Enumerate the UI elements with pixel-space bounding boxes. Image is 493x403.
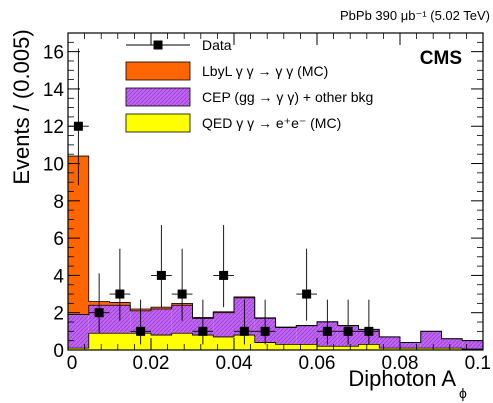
axes: 0 2 4 6 8 10 12 14 16 0 0.02 0.04 0.06 0.08 0.1 [43,32,491,374]
bar-qed-9 [254,342,276,350]
legend-entry-cep: CEP (gg → γ γ) + other bkg [125,87,373,107]
data-marker-12 [343,326,353,336]
legend-swatch-lbyl [125,61,191,81]
bar-lbyl-4 [151,307,172,309]
data-point-8 [234,299,255,345]
data-point-3 [130,299,151,345]
luminosity-label: PbPb 390 μb⁻¹ (5.02 TeV) [340,8,490,23]
x-tick-label-4: 0.08 [382,353,419,374]
bar-cep-0 [68,314,89,349]
bar-qed-18 [441,348,463,350]
legend-swatch-data-marker [153,40,163,50]
legend-entry-lbyl: LbyL γ γ → γ γ (MC) [125,61,328,81]
bar-cep-18 [441,338,463,349]
legend-label-lbyl: LbyL γ γ → γ γ (MC) [202,63,328,79]
x-axis-title: Diphoton A [348,366,456,391]
data-marker-10 [302,289,312,299]
y-tick-label-3: 6 [53,229,64,250]
bar-qed-16 [400,348,421,350]
legend-label-qed: QED γ γ → e⁺e⁻ (MC) [202,115,341,131]
x-tick-label-2: 0.04 [216,353,253,374]
experiment-label: CMS [420,48,462,69]
bar-qed-13 [337,346,359,350]
y-tick-label-2: 4 [53,266,64,287]
bar-lbyl-8 [234,296,255,298]
legend-swatch-qed [125,113,191,133]
legend: Data LbyL γ γ → γ γ (MC) CEP (gg → γ γ) + … [125,37,373,133]
legend-entry-data: Data [126,37,232,53]
bar-cep-16 [400,342,421,349]
bar-cep-17 [420,331,442,349]
bar-qed-5 [171,333,193,350]
y-tick-label-5: 10 [43,155,64,176]
y-tick-label-1: 2 [53,304,64,325]
stacked-histogram [67,155,483,350]
data-marker-13 [364,326,374,336]
bar-cep-11 [296,325,317,345]
x-tick-label-5: 0.1 [465,353,491,374]
data-point-10 [296,248,317,321]
bar-qed-14 [358,344,380,350]
data-point-11 [317,299,338,345]
data-point-13 [358,299,380,345]
legend-label-cep: CEP (gg → γ γ) + other bkg [202,89,373,105]
data-point-6 [192,299,214,345]
y-axis-title: Events / (0.005) [9,29,34,184]
legend-entry-qed: QED γ γ → e⁺e⁻ (MC) [125,113,341,133]
x-axis-title-subscript: ϕ [459,385,467,401]
data-marker-6 [198,326,208,336]
data-marker-4 [156,270,166,280]
data-marker-2 [115,289,125,299]
data-marker-8 [239,326,249,336]
legend-label-data: Data [202,37,232,53]
data-marker-1 [94,308,104,318]
data-point-9 [254,299,276,345]
bar-cep-4 [151,308,172,336]
bar-lbyl-7 [213,311,234,313]
data-marker-5 [177,289,187,299]
x-tick-label-3: 0.06 [299,353,336,374]
y-tick-label-0: 0 [53,341,64,362]
bar-qed-4 [151,335,172,350]
data-point-7 [213,225,234,308]
bar-qed-17 [420,348,442,350]
bar-qed-12 [317,346,338,350]
data-point-12 [337,299,359,345]
data-point-5 [171,248,193,321]
outline-lbyl [67,155,483,350]
data-points [68,48,380,345]
y-tick-label-8: 16 [43,43,64,64]
bar-cep-19 [462,340,483,350]
bar-cep-10 [275,327,297,345]
bar-qed-0 [68,348,89,350]
legend-swatch-cep [125,87,191,107]
data-marker-7 [219,270,229,280]
x-tick-label-1: 0.02 [133,353,170,374]
series-qed [68,333,483,350]
y-tick-label-6: 12 [43,117,64,138]
data-point-2 [109,248,131,321]
data-point-1 [88,273,110,334]
bar-qed-2 [109,333,131,350]
bar-qed-7 [213,336,234,350]
data-marker-11 [322,326,332,336]
bar-qed-11 [296,344,317,350]
bar-qed-15 [379,348,400,350]
y-tick-label-7: 14 [43,80,65,101]
data-marker-3 [136,326,146,336]
data-point-4 [151,225,172,308]
bar-cep-15 [379,336,400,349]
x-tick-label-0: 0 [67,353,78,374]
bar-qed-10 [275,344,297,350]
bar-cep-7 [213,312,234,337]
y-tick-label-4: 8 [53,192,64,213]
data-marker-9 [260,326,270,336]
series-cep [68,297,483,350]
bar-qed-1 [88,333,110,350]
